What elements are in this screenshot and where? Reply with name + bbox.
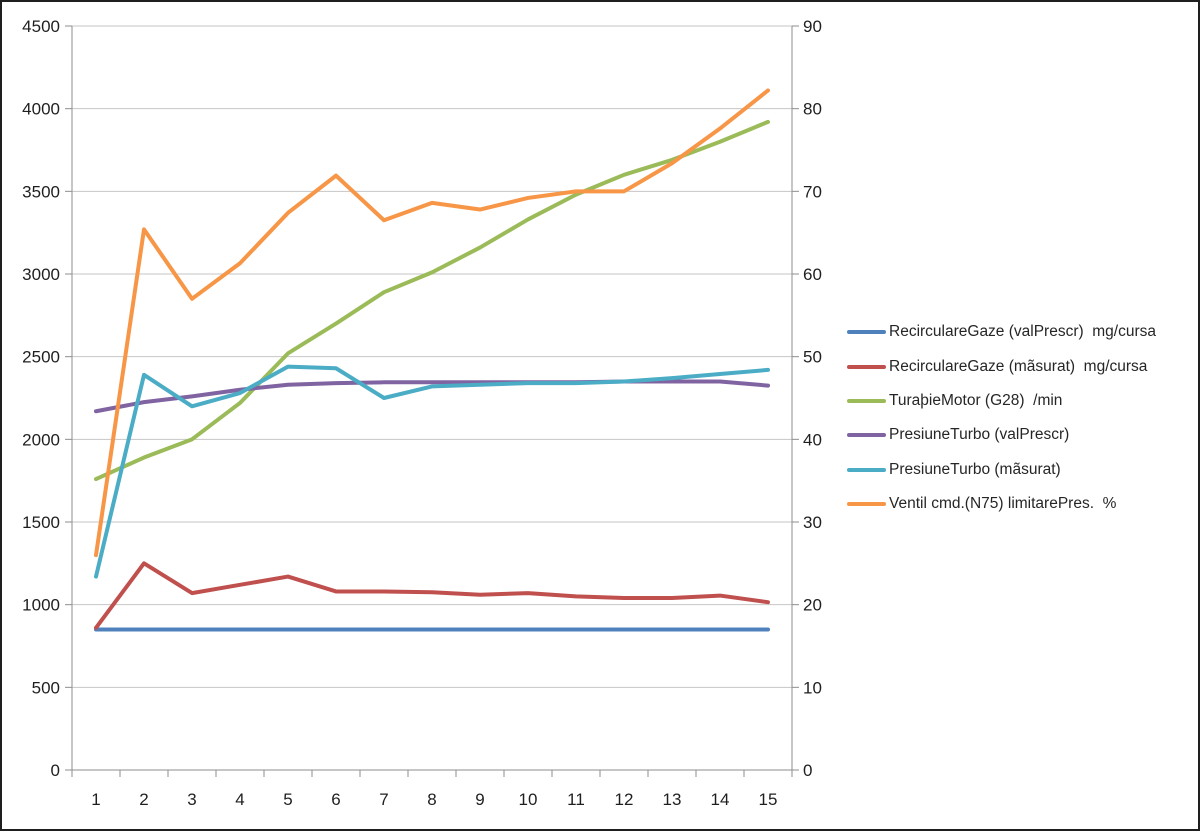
x-axis-label: 4: [235, 790, 244, 809]
series-line-1: [94, 561, 770, 630]
y-axis-right-label: 60: [803, 265, 822, 284]
y-axis-left-label: 500: [32, 678, 60, 697]
x-axis-label: 13: [663, 790, 682, 809]
legend-line-swatch: [847, 467, 886, 472]
legend-label: RecirculareGaze (mãsurat) mg/cursa: [889, 357, 1148, 375]
legend-row: PresiuneTurbo (mãsurat): [847, 453, 1156, 487]
x-axis-label: 5: [283, 790, 292, 809]
y-axis-right-label: 90: [803, 17, 822, 36]
legend-row: PresiuneTurbo (valPrescr): [847, 418, 1156, 452]
y-axis-left-label: 2000: [22, 430, 60, 449]
x-axis-label: 2: [139, 790, 148, 809]
legend-label: RecirculareGaze (valPrescr) mg/cursa: [889, 323, 1157, 341]
y-axis-right-label: 70: [803, 182, 822, 201]
legend-line-swatch: [847, 364, 886, 369]
legend-line-swatch: [847, 330, 886, 335]
x-axis-label: 9: [475, 790, 484, 809]
x-axis-label: 1: [91, 790, 100, 809]
series-line-3: [94, 379, 770, 414]
legend-row: TuraþieMotor (G28) /min: [847, 384, 1156, 418]
y-axis-left-label: 1000: [22, 596, 60, 615]
legend-label: Ventil cmd.(N75) limitarePres. %: [889, 495, 1117, 513]
legend-line-swatch: [847, 398, 886, 403]
legend-label: TuraþieMotor (G28) /min: [889, 391, 1063, 409]
y-axis-left-label: 0: [51, 761, 60, 780]
y-axis-right-label: 10: [803, 678, 822, 697]
y-axis-right-label: 20: [803, 596, 822, 615]
legend-line-swatch: [847, 433, 886, 438]
y-axis-left-label: 3000: [22, 265, 60, 284]
legend-row: RecirculareGaze (mãsurat) mg/cursa: [847, 349, 1156, 383]
x-axis-label: 7: [379, 790, 388, 809]
y-axis-right-label: 50: [803, 348, 822, 367]
x-axis-label: 3: [187, 790, 196, 809]
y-axis-right-label: 40: [803, 430, 822, 449]
chart-legend: RecirculareGaze (valPrescr) mg/cursa Rec…: [847, 315, 1156, 521]
y-axis-left-label: 3500: [22, 182, 60, 201]
x-axis-label: 8: [427, 790, 436, 809]
x-axis-label: 12: [615, 790, 634, 809]
y-axis-right-label: 80: [803, 100, 822, 119]
y-axis-left-label: 2500: [22, 348, 60, 367]
series-line-5: [94, 88, 770, 558]
legend-label: PresiuneTurbo (mãsurat): [889, 460, 1061, 478]
legend-label: PresiuneTurbo (valPrescr): [889, 426, 1070, 444]
y-axis-right-label: 0: [803, 761, 812, 780]
series-line-4: [94, 364, 770, 579]
y-axis-right-label: 30: [803, 513, 822, 532]
x-axis-label: 10: [519, 790, 538, 809]
y-axis-left-label: 1500: [22, 513, 60, 532]
x-axis-label: 6: [331, 790, 340, 809]
y-axis-left-label: 4000: [22, 100, 60, 119]
series-line-2: [94, 119, 770, 482]
x-axis-label: 14: [711, 790, 730, 809]
x-axis-label: 15: [759, 790, 778, 809]
legend-row: Ventil cmd.(N75) limitarePres. %: [847, 487, 1156, 521]
x-axis-label: 11: [567, 790, 585, 809]
legend-line-swatch: [847, 502, 886, 507]
y-axis-left-label: 4500: [22, 17, 60, 36]
legend-row: RecirculareGaze (valPrescr) mg/cursa: [847, 315, 1156, 349]
